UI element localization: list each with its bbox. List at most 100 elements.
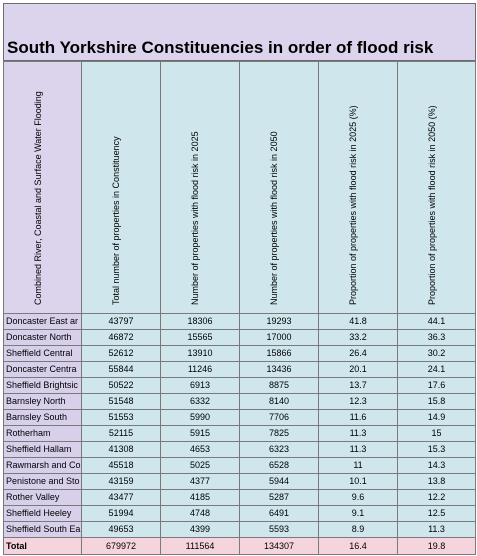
total-properties-cell[interactable]: 50522: [81, 377, 161, 394]
total-properties-cell[interactable]: 51548: [81, 393, 161, 410]
header-cell-proportion-2050[interactable]: Proportion of properties with flood risk…: [397, 61, 476, 314]
total-properties-cell[interactable]: 55844: [81, 361, 161, 378]
constituency-name-cell[interactable]: Doncaster North: [3, 329, 82, 346]
risk-2025-cell[interactable]: 4399: [160, 521, 240, 538]
total-label-cell[interactable]: Total: [3, 537, 82, 555]
title-cell[interactable]: South Yorkshire Constituencies in order …: [3, 3, 476, 61]
constituency-name-cell[interactable]: Sheffield Heeley: [3, 505, 82, 522]
constituency-name-cell[interactable]: Doncaster Centra: [3, 361, 82, 378]
risk-2050-cell[interactable]: 15866: [239, 345, 319, 362]
proportion-2050-cell[interactable]: 11.3: [397, 521, 476, 538]
constituency-name-cell[interactable]: Barnsley North: [3, 393, 82, 410]
proportion-2025-cell[interactable]: 11: [318, 457, 398, 474]
risk-2025-cell[interactable]: 4748: [160, 505, 240, 522]
sheet-title: South Yorkshire Constituencies in order …: [7, 38, 434, 57]
proportion-2050-cell[interactable]: 30.2: [397, 345, 476, 362]
risk-2025-cell[interactable]: 4377: [160, 473, 240, 490]
header-cell-risk-2050[interactable]: Number of properties with flood risk in …: [239, 61, 319, 314]
risk-2025-cell[interactable]: 13910: [160, 345, 240, 362]
risk-2050-cell[interactable]: 8875: [239, 377, 319, 394]
constituency-name-cell[interactable]: Penistone and Sto: [3, 473, 82, 490]
proportion-2050-cell[interactable]: 17.6: [397, 377, 476, 394]
proportion-2050-cell[interactable]: 24.1: [397, 361, 476, 378]
constituency-name-cell[interactable]: Rawmarsh and Co: [3, 457, 82, 474]
total-properties-cell[interactable]: 49653: [81, 521, 161, 538]
risk-2050-cell[interactable]: 7706: [239, 409, 319, 426]
constituency-name-cell[interactable]: Sheffield South Ea: [3, 521, 82, 538]
constituency-name-cell[interactable]: Sheffield Brightsic: [3, 377, 82, 394]
proportion-2025-cell[interactable]: 11.3: [318, 441, 398, 458]
proportion-2025-cell[interactable]: 9.1: [318, 505, 398, 522]
risk-2025-cell[interactable]: 18306: [160, 313, 240, 330]
total-total-properties-cell[interactable]: 679972: [81, 537, 161, 555]
risk-2025-cell[interactable]: 5915: [160, 425, 240, 442]
risk-2050-cell[interactable]: 7825: [239, 425, 319, 442]
total-properties-cell[interactable]: 52115: [81, 425, 161, 442]
proportion-2050-cell[interactable]: 13.8: [397, 473, 476, 490]
total-properties-cell[interactable]: 45518: [81, 457, 161, 474]
risk-2050-cell[interactable]: 17000: [239, 329, 319, 346]
total-risk-2050-cell[interactable]: 134307: [239, 537, 319, 555]
total-proportion-2025-cell[interactable]: 16.4: [318, 537, 398, 555]
risk-2050-cell[interactable]: 6323: [239, 441, 319, 458]
total-properties-cell[interactable]: 43159: [81, 473, 161, 490]
flood-risk-table: Combined River, Coastal and Surface Wate…: [3, 61, 476, 555]
proportion-2025-cell[interactable]: 12.3: [318, 393, 398, 410]
constituency-name-cell[interactable]: Sheffield Hallam: [3, 441, 82, 458]
risk-2050-cell[interactable]: 6491: [239, 505, 319, 522]
constituency-name-cell[interactable]: Rotherham: [3, 425, 82, 442]
header-cell-proportion-2025[interactable]: Proportion of properties with flood risk…: [318, 61, 398, 314]
header-label: Total number of properties in Constituen…: [111, 136, 121, 305]
risk-2050-cell[interactable]: 19293: [239, 313, 319, 330]
total-risk-2025-cell[interactable]: 111564: [160, 537, 240, 555]
risk-2025-cell[interactable]: 4185: [160, 489, 240, 506]
proportion-2050-cell[interactable]: 14.9: [397, 409, 476, 426]
risk-2050-cell[interactable]: 5944: [239, 473, 319, 490]
proportion-2050-cell[interactable]: 15.3: [397, 441, 476, 458]
header-cell-risk-2025[interactable]: Number of properties with flood risk in …: [160, 61, 240, 314]
proportion-2025-cell[interactable]: 20.1: [318, 361, 398, 378]
proportion-2050-cell[interactable]: 15: [397, 425, 476, 442]
constituency-name-cell[interactable]: Rother Valley: [3, 489, 82, 506]
proportion-2025-cell[interactable]: 10.1: [318, 473, 398, 490]
constituency-name-cell[interactable]: Sheffield Central: [3, 345, 82, 362]
proportion-2050-cell[interactable]: 12.5: [397, 505, 476, 522]
proportion-2050-cell[interactable]: 15.8: [397, 393, 476, 410]
total-properties-cell[interactable]: 43477: [81, 489, 161, 506]
risk-2025-cell[interactable]: 11246: [160, 361, 240, 378]
proportion-2050-cell[interactable]: 36.3: [397, 329, 476, 346]
proportion-2050-cell[interactable]: 44.1: [397, 313, 476, 330]
total-properties-cell[interactable]: 46872: [81, 329, 161, 346]
proportion-2025-cell[interactable]: 13.7: [318, 377, 398, 394]
constituency-name-cell[interactable]: Doncaster East ar: [3, 313, 82, 330]
risk-2025-cell[interactable]: 5990: [160, 409, 240, 426]
risk-2050-cell[interactable]: 5593: [239, 521, 319, 538]
proportion-2025-cell[interactable]: 9.6: [318, 489, 398, 506]
proportion-2050-cell[interactable]: 14.3: [397, 457, 476, 474]
proportion-2025-cell[interactable]: 33.2: [318, 329, 398, 346]
proportion-2050-cell[interactable]: 12.2: [397, 489, 476, 506]
header-cell-flooding-type[interactable]: Combined River, Coastal and Surface Wate…: [3, 61, 82, 314]
risk-2025-cell[interactable]: 5025: [160, 457, 240, 474]
risk-2050-cell[interactable]: 6528: [239, 457, 319, 474]
risk-2025-cell[interactable]: 6913: [160, 377, 240, 394]
total-properties-cell[interactable]: 43797: [81, 313, 161, 330]
total-properties-cell[interactable]: 51553: [81, 409, 161, 426]
total-properties-cell[interactable]: 51994: [81, 505, 161, 522]
risk-2050-cell[interactable]: 5287: [239, 489, 319, 506]
proportion-2025-cell[interactable]: 11.3: [318, 425, 398, 442]
total-proportion-2050-cell[interactable]: 19.8: [397, 537, 476, 555]
proportion-2025-cell[interactable]: 26.4: [318, 345, 398, 362]
constituency-name-cell[interactable]: Barnsley South: [3, 409, 82, 426]
total-properties-cell[interactable]: 52612: [81, 345, 161, 362]
risk-2025-cell[interactable]: 4653: [160, 441, 240, 458]
risk-2025-cell[interactable]: 15565: [160, 329, 240, 346]
header-cell-total-properties[interactable]: Total number of properties in Constituen…: [81, 61, 161, 314]
proportion-2025-cell[interactable]: 11.6: [318, 409, 398, 426]
risk-2050-cell[interactable]: 8140: [239, 393, 319, 410]
proportion-2025-cell[interactable]: 41.8: [318, 313, 398, 330]
proportion-2025-cell[interactable]: 8.9: [318, 521, 398, 538]
total-properties-cell[interactable]: 41308: [81, 441, 161, 458]
risk-2025-cell[interactable]: 6332: [160, 393, 240, 410]
risk-2050-cell[interactable]: 13436: [239, 361, 319, 378]
